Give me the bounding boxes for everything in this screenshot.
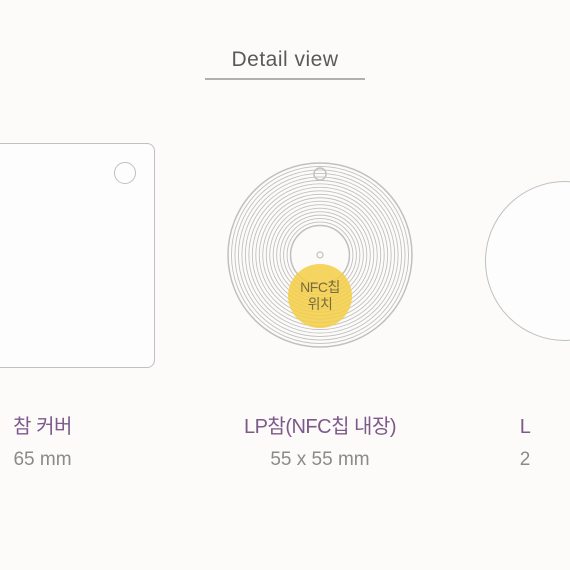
nfc-line2: 위치 bbox=[308, 296, 333, 313]
item-dimensions: 2 bbox=[520, 449, 531, 471]
cover-graphic bbox=[0, 140, 155, 370]
section-title: Detail view bbox=[205, 48, 365, 80]
lp-graphic: NFC칩 위치 bbox=[225, 140, 415, 370]
third-shape bbox=[485, 166, 565, 356]
item-lp: NFC칩 위치 LP참(NFC칩 내장) 55 x 55 mm bbox=[225, 140, 415, 471]
cover-rect bbox=[0, 143, 155, 368]
item-label: LP참(NFC칩 내장) bbox=[244, 410, 396, 439]
item-dimensions: 65 mm bbox=[13, 449, 71, 471]
lp-disc: NFC칩 위치 bbox=[225, 160, 415, 350]
item-third: L 2 bbox=[485, 146, 565, 471]
item-label: 참 커버 bbox=[13, 410, 72, 439]
nfc-badge: NFC칩 위치 bbox=[288, 264, 352, 328]
nfc-line1: NFC칩 bbox=[300, 279, 340, 296]
item-cover: 참 커버 65 mm bbox=[0, 140, 155, 471]
lp-center-hole-icon bbox=[317, 252, 323, 258]
items-row: 참 커버 65 mm NFC칩 위치 LP참(NFC칩 내장) 55 x 55 … bbox=[0, 140, 570, 471]
item-dimensions: 55 x 55 mm bbox=[270, 449, 369, 471]
third-graphic bbox=[485, 146, 565, 376]
third-arc bbox=[485, 181, 570, 341]
cover-hole-icon bbox=[114, 162, 136, 184]
item-label: L bbox=[520, 416, 531, 439]
